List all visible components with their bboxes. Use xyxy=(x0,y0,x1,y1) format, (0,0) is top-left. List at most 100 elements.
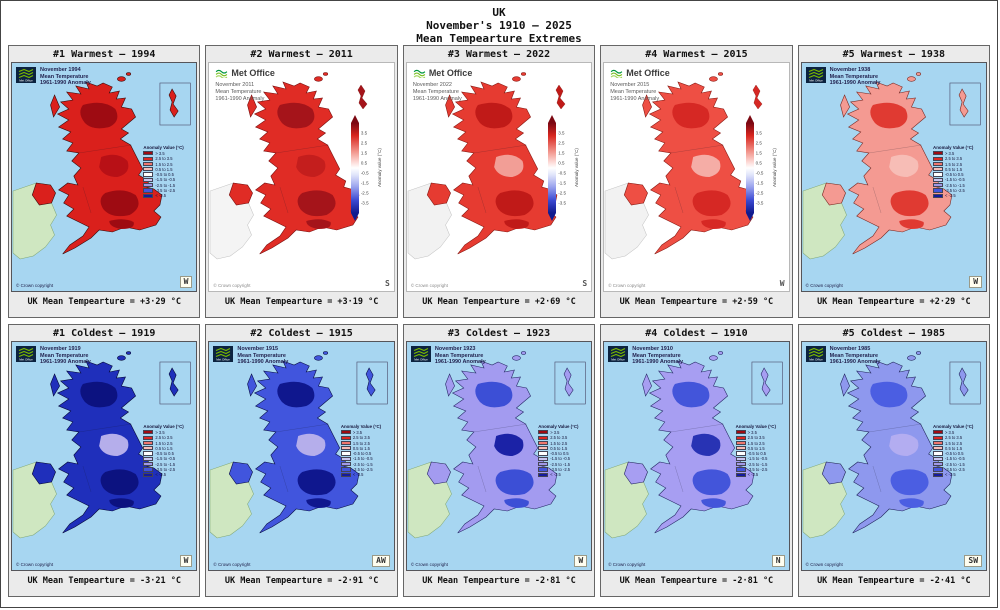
map-meta-line2: Mean Temperature xyxy=(434,352,484,359)
legend-entry: -2.5 to -1.5 xyxy=(143,462,193,467)
legend-label: -1.5 to -0.5 xyxy=(352,456,373,462)
map-meta-line3: 1961-1990 Anomaly xyxy=(829,80,881,86)
legend-entry: > 3.5 xyxy=(340,429,391,435)
legend-entry: -3.5 to -2.5 xyxy=(933,188,983,193)
panel-title: #5 Warmest – 1938 xyxy=(842,49,945,60)
anomaly-patch-south xyxy=(701,219,727,229)
crown-copyright: © Crown copyright xyxy=(410,562,448,567)
hebrides xyxy=(247,373,258,397)
legend-swatch xyxy=(735,467,746,472)
legend-label: -0.5 to 0.5 xyxy=(945,172,964,178)
anomaly-patch-south xyxy=(109,219,134,229)
legend-label: -2.5 to -1.5 xyxy=(747,461,768,467)
met-office-logo-icon xyxy=(216,69,228,78)
panel-warmest-1938: #5 Warmest – 1938 xyxy=(797,45,991,318)
legend-entry: 2.5 to 3.5 xyxy=(340,435,391,440)
map-meta: November 1938 Mean Temperature 1961-1990… xyxy=(830,67,881,87)
region-boundaries xyxy=(276,144,329,214)
legend-swatch xyxy=(143,193,154,198)
colorbar-tick: -2.5 xyxy=(755,190,764,196)
legend-swatch xyxy=(735,440,746,446)
anomaly-legend: Anomaly Value (°C) > 3.5 2.5 to 3.5 1.5 to… xyxy=(143,424,193,478)
colorbar-tick: 3.5 xyxy=(755,130,762,136)
legend-label: > 3.5 xyxy=(352,429,363,435)
legend-label: 1.5 to 2.5 xyxy=(352,440,370,446)
legend-label: -1.5 to -0.5 xyxy=(550,456,571,462)
anomaly-legend: Anomaly Value (°C) > 3.5 2.5 to 3.5 1.5 to… xyxy=(340,424,391,478)
panel-title: #4 Warmest – 2015 xyxy=(645,49,748,60)
legend-title: Anomaly Value (°C) xyxy=(340,424,382,429)
orkney-islands-outer xyxy=(718,72,724,76)
crown-copyright: © Crown copyright xyxy=(16,562,54,567)
legend-swatch xyxy=(340,472,351,477)
met-office-logo-icon xyxy=(610,69,623,78)
region-boundaries xyxy=(78,423,132,493)
legend-label: -0.5 to 0.5 xyxy=(747,451,767,457)
crown-copyright: © Crown copyright xyxy=(805,283,843,288)
legend-label: -1.5 to -0.5 xyxy=(155,177,176,183)
anomaly-patch-north-england xyxy=(296,154,326,177)
legend-label: -1.5 to -0.5 xyxy=(155,456,176,462)
legend-label: 1.5 to 2.5 xyxy=(155,161,173,167)
hebrides xyxy=(839,94,850,118)
anomaly-patch-north-england xyxy=(888,433,919,456)
shetland-inset-box xyxy=(751,361,783,405)
orkney-islands xyxy=(117,76,126,82)
shetland-inset-box xyxy=(159,361,191,405)
legend-swatch xyxy=(933,161,944,167)
hebrides xyxy=(642,94,653,118)
legend-swatch xyxy=(933,172,944,177)
colorbar-tick: 1.5 xyxy=(558,150,565,156)
map-label: November 1919 xyxy=(40,346,81,352)
hebrides xyxy=(444,94,455,118)
panel-warmest-2011: #2 Warmest – 2011 xyxy=(205,45,398,318)
region-boundaries xyxy=(78,144,132,214)
mean-temp-caption: UK Mean Tempearture = -2·81 °C xyxy=(422,576,576,586)
legend-label: -2.5 to -1.5 xyxy=(550,461,571,467)
svg-text:Met Office: Met Office xyxy=(809,79,823,83)
shetland xyxy=(752,84,763,110)
legend-label: -3.5 to -2.5 xyxy=(155,187,176,193)
legend-entry: -1.5 to -0.5 xyxy=(143,456,193,461)
map-meta-line3: 1961-1990 Anomaly xyxy=(412,96,462,102)
svg-text:Met Office: Met Office xyxy=(217,358,231,362)
legend-swatch xyxy=(933,430,944,435)
legend-rows: > 3.5 2.5 to 3.5 1.5 to 2.5 0.5 to 1.5 -0.5 … xyxy=(143,430,193,477)
crown-copyright: © Crown copyright xyxy=(410,283,448,288)
colorbar-tick: 0.5 xyxy=(360,160,368,166)
corner-letter-badge: W xyxy=(179,555,193,567)
figure-title-line2: November's 1910 – 2025 xyxy=(426,19,572,32)
map-label: November 1938 xyxy=(829,67,871,73)
mean-temp-caption: UK Mean Tempearture = +2·29 °C xyxy=(817,297,971,307)
mean-temp-caption: UK Mean Tempearture = -2·91 °C xyxy=(224,576,379,586)
legend-label: > 3.5 xyxy=(945,150,955,156)
legend-entry: -0.5 to 0.5 xyxy=(933,172,983,177)
met-office-logo-text: Met Office xyxy=(231,68,275,78)
legend-swatch xyxy=(735,472,746,477)
legend-entry: 1.5 to 2.5 xyxy=(933,162,983,167)
map-meta: November 1985 Mean Temperature 1961-1990… xyxy=(830,346,881,366)
legend-entry: 1.5 to 2.5 xyxy=(735,440,786,446)
corner-letter-badge: AW xyxy=(372,555,390,567)
anomaly-patch-midlands xyxy=(297,190,336,217)
legend-label: 2.5 to 3.5 xyxy=(747,435,765,441)
legend-label: 0.5 to 1.5 xyxy=(352,445,370,451)
northern-ireland xyxy=(821,461,846,485)
map-meta: November 1923 Mean Temperature 1961-1990… xyxy=(435,346,486,366)
colorbar-top-arrow xyxy=(745,115,754,123)
anomaly-patch-south xyxy=(504,498,529,508)
legend-swatch xyxy=(340,440,351,446)
anomaly-map: Met Office November 1910 Mean Temperatur… xyxy=(603,341,790,571)
map-meta: November 1910 Mean Temperature 1961-1990… xyxy=(632,346,683,366)
mean-temp-caption: UK Mean Tempearture = +3·29 °C xyxy=(27,297,181,307)
colorbar-bottom-arrow xyxy=(350,213,359,221)
legend-entry: -0.5 to 0.5 xyxy=(735,451,786,457)
orkney-islands-outer xyxy=(718,351,724,355)
uk-map-graphic xyxy=(209,63,394,291)
mean-temp-caption: UK Mean Tempearture = +2·69 °C xyxy=(422,297,576,307)
legend-entry: 2.5 to 3.5 xyxy=(735,435,786,441)
legend-label: 0.5 to 1.5 xyxy=(550,445,568,451)
anomaly-patch-north-england xyxy=(99,154,129,177)
panel-coldest-1910: #4 Coldest – 1910 xyxy=(600,324,793,597)
anomaly-map: Met Office November 1915 Mean Temperatur… xyxy=(208,341,395,571)
